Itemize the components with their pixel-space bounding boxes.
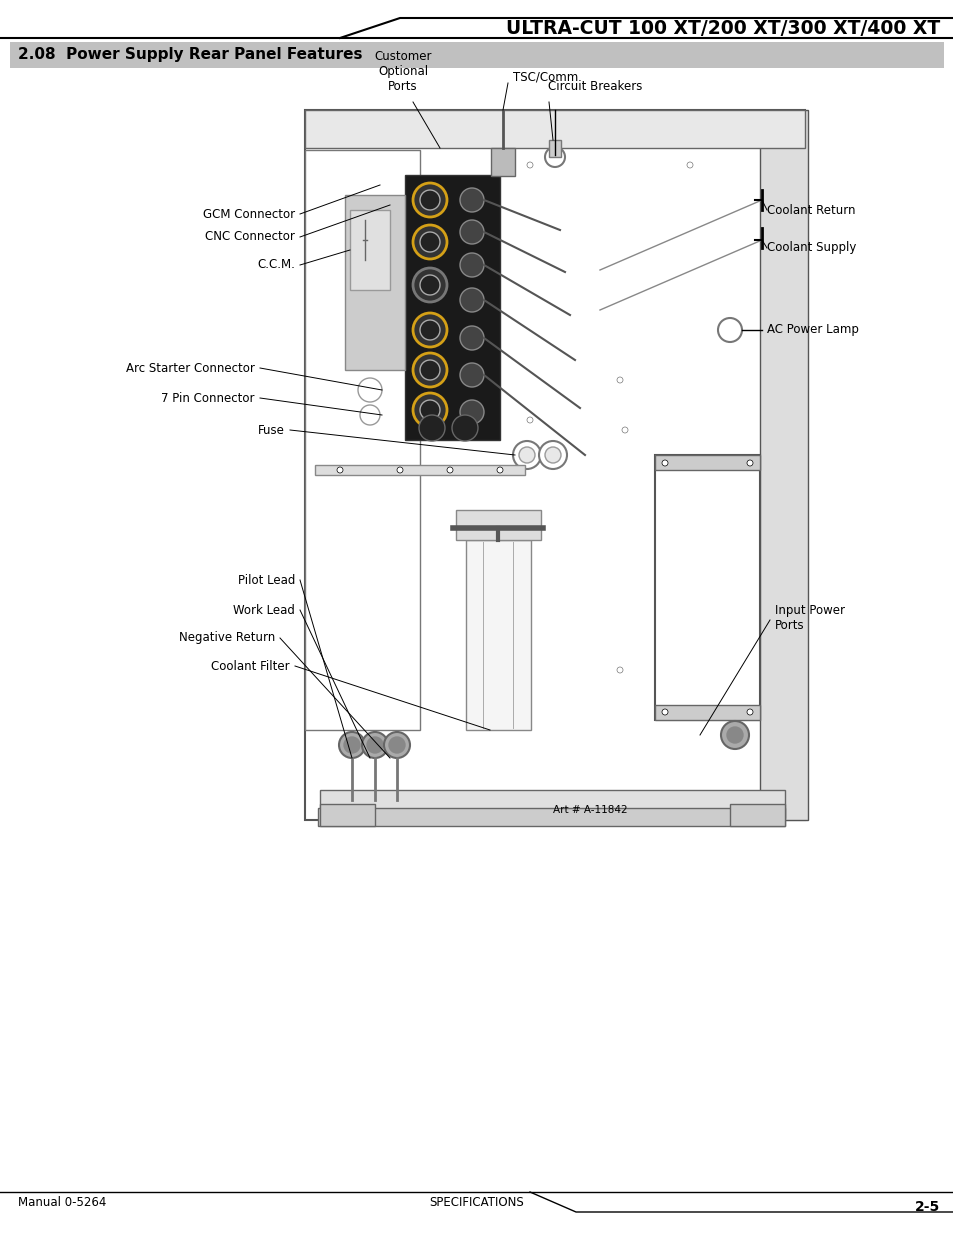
- Circle shape: [459, 188, 483, 212]
- Circle shape: [661, 709, 667, 715]
- Bar: [548, 140, 560, 157]
- Circle shape: [720, 721, 748, 748]
- Text: Work Lead: Work Lead: [233, 604, 294, 616]
- Circle shape: [419, 320, 439, 340]
- Circle shape: [419, 400, 439, 420]
- Circle shape: [526, 162, 533, 168]
- Text: SPECIFICATIONS: SPECIFICATIONS: [429, 1195, 524, 1209]
- Circle shape: [459, 288, 483, 312]
- Circle shape: [726, 727, 742, 743]
- Bar: [655, 454, 760, 720]
- Circle shape: [338, 732, 365, 758]
- Circle shape: [452, 415, 477, 441]
- Text: Customer
Optional
Ports: Customer Optional Ports: [374, 49, 432, 93]
- Circle shape: [617, 377, 622, 383]
- Circle shape: [359, 405, 379, 425]
- Text: 2.08  Power Supply Rear Panel Features: 2.08 Power Supply Rear Panel Features: [18, 47, 362, 63]
- Circle shape: [419, 359, 439, 380]
- Text: Input Power
Ports: Input Power Ports: [774, 604, 844, 632]
- Text: GCM Connector: GCM Connector: [203, 207, 294, 221]
- Text: Circuit Breakers: Circuit Breakers: [547, 80, 641, 93]
- Circle shape: [419, 232, 439, 252]
- Bar: [319, 790, 784, 818]
- Text: Coolant Supply: Coolant Supply: [766, 242, 856, 254]
- Bar: [491, 148, 515, 177]
- Text: TSC/Comm: TSC/Comm: [513, 70, 578, 83]
- Circle shape: [344, 737, 359, 753]
- Text: Art # A-11842: Art # A-11842: [552, 805, 627, 815]
- Circle shape: [617, 667, 622, 673]
- Circle shape: [357, 378, 381, 403]
- Circle shape: [661, 459, 667, 466]
- Text: Manual 0-5264: Manual 0-5264: [18, 1195, 107, 1209]
- Text: AC Power Lamp: AC Power Lamp: [766, 324, 858, 336]
- Circle shape: [336, 467, 343, 473]
- Circle shape: [413, 183, 447, 217]
- Bar: [319, 804, 375, 826]
- Circle shape: [413, 393, 447, 427]
- Circle shape: [413, 353, 447, 387]
- Text: Negative Return: Negative Return: [178, 631, 274, 645]
- Text: Arc Starter Connector: Arc Starter Connector: [126, 362, 254, 374]
- Circle shape: [459, 363, 483, 387]
- Circle shape: [621, 427, 627, 433]
- Circle shape: [413, 312, 447, 347]
- Circle shape: [459, 253, 483, 277]
- Text: Pilot Lead: Pilot Lead: [237, 573, 294, 587]
- Circle shape: [459, 326, 483, 350]
- Circle shape: [459, 220, 483, 245]
- Bar: [456, 510, 540, 540]
- Circle shape: [384, 732, 410, 758]
- Circle shape: [538, 441, 566, 469]
- Circle shape: [361, 732, 388, 758]
- Circle shape: [447, 467, 453, 473]
- Circle shape: [544, 447, 560, 463]
- Text: CNC Connector: CNC Connector: [205, 231, 294, 243]
- Text: Coolant Return: Coolant Return: [766, 204, 855, 216]
- Bar: [305, 110, 804, 148]
- Circle shape: [413, 268, 447, 303]
- Circle shape: [418, 415, 444, 441]
- Circle shape: [746, 709, 752, 715]
- Bar: [10, 42, 943, 68]
- Circle shape: [497, 467, 502, 473]
- Bar: [760, 110, 807, 820]
- Circle shape: [746, 459, 752, 466]
- Circle shape: [419, 190, 439, 210]
- Circle shape: [513, 441, 540, 469]
- Text: Coolant Filter: Coolant Filter: [212, 659, 290, 673]
- Text: Fuse: Fuse: [258, 424, 285, 436]
- Circle shape: [544, 147, 564, 167]
- Bar: [465, 540, 531, 730]
- Bar: [405, 175, 499, 440]
- Bar: [729, 804, 784, 826]
- Circle shape: [518, 447, 535, 463]
- Text: 7 Pin Connector: 7 Pin Connector: [161, 391, 254, 405]
- Text: C.C.M.: C.C.M.: [257, 258, 294, 272]
- Text: 2-5: 2-5: [914, 1200, 939, 1214]
- Circle shape: [367, 737, 382, 753]
- Circle shape: [526, 417, 533, 424]
- Bar: [350, 210, 390, 290]
- Bar: [345, 195, 405, 370]
- Circle shape: [396, 467, 402, 473]
- Bar: [305, 149, 419, 730]
- Bar: [655, 705, 760, 720]
- Circle shape: [459, 400, 483, 424]
- Circle shape: [718, 317, 741, 342]
- Bar: [655, 454, 760, 471]
- Circle shape: [389, 737, 405, 753]
- Circle shape: [413, 225, 447, 259]
- Circle shape: [419, 275, 439, 295]
- Bar: [305, 110, 804, 820]
- Bar: [314, 466, 524, 475]
- Bar: [317, 808, 784, 826]
- Text: ULTRA-CUT 100 XT/200 XT/300 XT/400 XT: ULTRA-CUT 100 XT/200 XT/300 XT/400 XT: [505, 19, 939, 37]
- Circle shape: [686, 162, 692, 168]
